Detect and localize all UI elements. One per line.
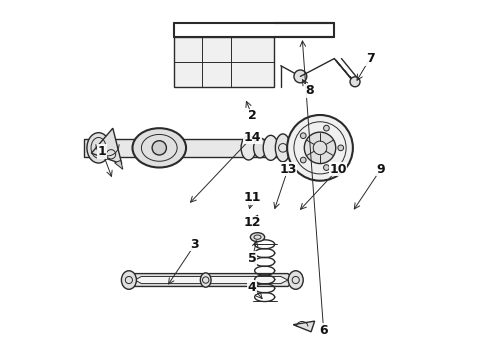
- Polygon shape: [293, 321, 315, 332]
- Text: 2: 2: [248, 109, 257, 122]
- Text: 5: 5: [248, 252, 257, 265]
- Ellipse shape: [200, 273, 211, 287]
- Circle shape: [338, 145, 343, 151]
- Circle shape: [294, 70, 307, 83]
- Circle shape: [304, 132, 336, 163]
- Bar: [173, 37, 273, 87]
- Ellipse shape: [241, 136, 256, 160]
- Polygon shape: [125, 274, 296, 287]
- Text: 9: 9: [376, 163, 385, 176]
- Polygon shape: [135, 276, 288, 284]
- Circle shape: [300, 133, 306, 139]
- Circle shape: [300, 157, 306, 163]
- Text: 7: 7: [366, 52, 374, 65]
- Text: 1: 1: [98, 145, 106, 158]
- Ellipse shape: [288, 271, 303, 289]
- Ellipse shape: [87, 133, 110, 163]
- Ellipse shape: [122, 271, 136, 289]
- Polygon shape: [92, 128, 122, 164]
- Ellipse shape: [263, 135, 278, 160]
- Bar: [84, 139, 298, 157]
- Text: 13: 13: [279, 163, 296, 176]
- Ellipse shape: [132, 128, 186, 167]
- Text: 12: 12: [244, 216, 261, 229]
- Circle shape: [152, 141, 167, 155]
- Circle shape: [323, 125, 329, 131]
- Text: 14: 14: [244, 131, 261, 144]
- Text: 8: 8: [305, 84, 314, 97]
- Ellipse shape: [250, 233, 265, 242]
- Text: 10: 10: [329, 163, 346, 176]
- Polygon shape: [115, 160, 123, 169]
- Circle shape: [323, 165, 329, 170]
- Circle shape: [350, 77, 360, 87]
- Text: 4: 4: [248, 281, 257, 294]
- Text: 6: 6: [319, 324, 328, 337]
- Text: 3: 3: [191, 238, 199, 251]
- Circle shape: [287, 115, 353, 181]
- Text: 11: 11: [244, 192, 261, 204]
- Ellipse shape: [253, 138, 267, 158]
- Ellipse shape: [275, 134, 291, 162]
